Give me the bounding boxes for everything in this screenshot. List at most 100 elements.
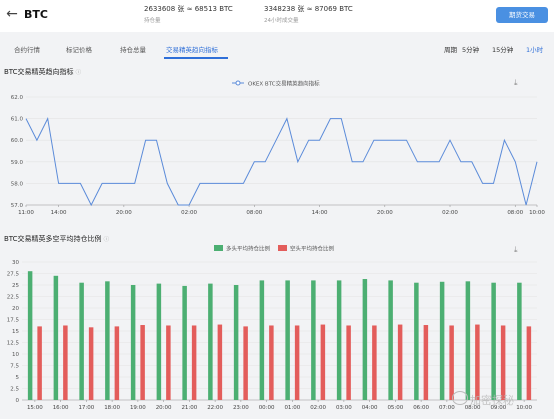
bar-x-tick-label: 23:00 xyxy=(233,405,249,411)
bar-x-tick-label: 07:00 xyxy=(439,405,455,411)
bar-short xyxy=(372,325,377,400)
bar-x-tick-label: 09:00 xyxy=(490,405,506,411)
bar-short xyxy=(320,324,326,400)
download-icon[interactable]: ⤓ xyxy=(514,78,518,87)
tab-elite-trend[interactable]: 交易精英趋向指标 xyxy=(166,46,218,54)
bar-y-tick-label: 15 xyxy=(12,329,19,335)
line-legend-marker xyxy=(235,80,241,86)
bar-x-tick-label: 00:00 xyxy=(259,405,275,411)
bar-x-tick-label: 04:00 xyxy=(362,405,378,411)
bar-legend-label: 多头平均持仓比例 xyxy=(226,245,271,253)
bar-legend-label: 空头平均持仓比例 xyxy=(290,245,335,253)
info-icon[interactable]: ⓘ xyxy=(103,237,110,243)
bar-short xyxy=(191,325,197,400)
bar-short xyxy=(346,325,351,400)
bar-long xyxy=(465,281,471,400)
bar-y-tick-label: 10 xyxy=(12,352,19,358)
bar-short xyxy=(475,324,480,400)
bar-chart: 多头平均持仓比例 空头平均持仓比例 0 2.5 5 7.5 10 12.5 15 17.5 20 22… xyxy=(7,245,537,411)
line-x-tick-label: 08:00 xyxy=(246,210,262,216)
bar-short xyxy=(397,324,403,400)
line-x-tick-label: 08:00 xyxy=(507,210,523,216)
bar-short xyxy=(449,325,454,400)
bar-short xyxy=(140,325,145,400)
bar-short xyxy=(166,325,171,400)
bar-long xyxy=(439,281,445,400)
bar-legend-swatch xyxy=(278,245,287,251)
bar-long xyxy=(414,282,419,400)
bar-short xyxy=(294,325,300,400)
bar-long xyxy=(105,281,110,400)
bar-y-tick-label: 27.5 xyxy=(7,272,20,278)
bar-y-tick-label: 22.5 xyxy=(7,295,20,301)
bar-x-tick-label: 19:00 xyxy=(130,405,146,411)
bar-long xyxy=(388,280,393,400)
bar-long xyxy=(27,271,33,400)
bar-x-tick-label: 01:00 xyxy=(284,405,300,411)
line-y-tick-label: 57.0 xyxy=(11,203,24,209)
line-x-tick-label: 02:00 xyxy=(442,210,458,216)
bar-x-tick-label: 21:00 xyxy=(181,405,197,411)
watermark-logo-icon xyxy=(452,391,468,405)
line-y-tick-label: 61.0 xyxy=(11,117,24,123)
bar-long xyxy=(130,285,136,400)
line-x-tick-label: 02:00 xyxy=(181,210,197,216)
line-y-tick-label: 60.0 xyxy=(11,138,24,144)
active-tab-underline xyxy=(164,57,228,59)
bar-long xyxy=(79,282,84,400)
bar-short xyxy=(217,324,223,400)
open-interest-value: 2633608 张 ≈ 68513 BTC xyxy=(144,5,233,13)
bar-y-tick-label: 0 xyxy=(16,398,20,404)
line-series-okex xyxy=(25,117,538,207)
bar-long xyxy=(182,285,187,400)
futures-trade-button[interactable]: 期货交易 xyxy=(496,7,548,23)
bar-long xyxy=(156,283,162,400)
download-icon[interactable]: ⤓ xyxy=(514,245,518,254)
bar-x-tick-label: 03:00 xyxy=(336,405,352,411)
top-header: ← BTC 2633608 张 ≈ 68513 BTC 持仓量 3348238 … xyxy=(0,0,554,32)
tab-open-interest[interactable]: 持仓总量 xyxy=(120,46,146,54)
open-interest-stat: 2633608 张 ≈ 68513 BTC 持仓量 xyxy=(144,4,233,24)
bar-y-tick-label: 5 xyxy=(16,375,20,381)
bar-long xyxy=(233,285,239,400)
bar-long xyxy=(285,280,290,400)
coin-title: BTC xyxy=(24,8,48,21)
bar-y-tick-label: 7.5 xyxy=(10,364,19,370)
watermark-text: 加密探秘 xyxy=(470,394,514,407)
bar-short xyxy=(423,325,429,400)
bar-y-tick-label: 12.5 xyxy=(7,341,20,347)
line-x-tick-label: 14:00 xyxy=(312,210,328,216)
bar-short xyxy=(500,325,506,400)
bar-x-tick-label: 22:00 xyxy=(207,405,223,411)
bar-x-tick-label: 16:00 xyxy=(53,405,69,411)
bar-short xyxy=(63,325,68,400)
bar-short xyxy=(269,325,274,400)
bar-x-tick-label: 10:00 xyxy=(516,405,532,411)
tab-mark-price[interactable]: 标记价格 xyxy=(66,46,92,54)
bar-x-tick-label: 02:00 xyxy=(310,405,326,411)
line-legend: OKEX BTC交易精英趋向指标 xyxy=(232,80,320,88)
info-icon[interactable]: ⓘ xyxy=(75,70,82,76)
line-legend-label: OKEX BTC交易精英趋向指标 xyxy=(248,80,320,88)
tab-bar: 合约行情 标记价格 持仓总量 交易精英趋向指标 周期 5分钟 15分钟 1小时 xyxy=(0,38,554,60)
bar-long xyxy=(491,282,496,400)
bar-legend: 多头平均持仓比例 空头平均持仓比例 xyxy=(214,245,335,253)
volume-24h-label: 24小时成交量 xyxy=(264,18,299,24)
bar-short xyxy=(37,326,42,400)
line-x-tick-label: 20:00 xyxy=(377,210,393,216)
period-1hour[interactable]: 1小时 xyxy=(526,46,544,54)
bar-short xyxy=(526,326,532,400)
period-15min[interactable]: 15分钟 xyxy=(492,46,514,54)
back-arrow-icon[interactable]: ← xyxy=(6,6,18,22)
tab-market[interactable]: 合约行情 xyxy=(14,46,40,54)
line-x-tick-label: 20:00 xyxy=(116,210,132,216)
bar-y-tick-label: 25 xyxy=(12,283,19,289)
bar-long xyxy=(53,275,59,400)
bar-long xyxy=(208,283,213,400)
bar-x-tick-label: 06:00 xyxy=(413,405,429,411)
line-x-tick-label: 11:00 xyxy=(18,210,34,216)
period-label: 周期 xyxy=(444,46,457,54)
period-5min[interactable]: 5分钟 xyxy=(462,46,480,54)
line-chart-title: BTC交易精英趋向指标 ⓘ xyxy=(4,68,82,76)
bar-y-tick-label: 30 xyxy=(12,260,19,266)
